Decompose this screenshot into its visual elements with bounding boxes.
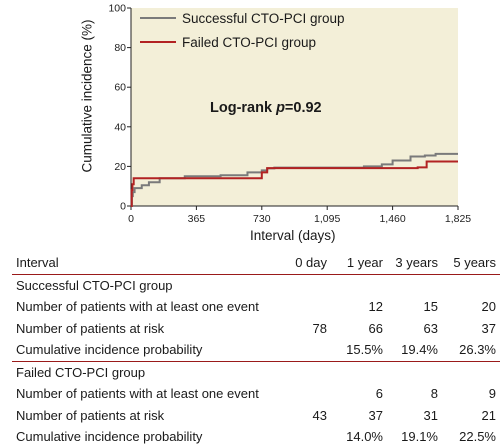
y-axis: 0 20 40 60 80 100 — [108, 3, 132, 213]
group-title-row: Failed CTO-PCI group — [12, 360, 500, 383]
legend-label-failed: Failed CTO-PCI group — [182, 35, 316, 50]
group-title: Failed CTO-PCI group — [12, 360, 500, 383]
cell-value: 31 — [423, 407, 438, 423]
log-rank-value: =0.92 — [285, 100, 322, 116]
cell-value: 5 years — [442, 252, 500, 275]
cell-value: 37 — [481, 320, 496, 336]
cell-value: 26.3% — [459, 342, 496, 357]
x-tick-label: 1,825 — [445, 213, 471, 225]
cell-value: 78 — [312, 320, 327, 336]
row-label: Number of patients with at least one eve… — [16, 386, 259, 401]
log-rank-annotation: Log-rank p=0.92 — [210, 100, 322, 116]
legend: Successful CTO-PCI group Failed CTO-PCI … — [140, 11, 345, 50]
cell-value: 15.5% — [346, 342, 383, 357]
table-row: Cumulative incidence probability 15.5% 19.… — [12, 339, 500, 361]
risk-table: Interval 0 day 1 year 3 years 5 years Success… — [12, 252, 500, 448]
series-line-failed — [130, 160, 458, 207]
cell-value: 14.0% — [346, 429, 383, 444]
y-axis-title: Cumulative incidence (%) — [79, 19, 95, 173]
cell-value: 19.1% — [401, 429, 438, 444]
cell-value — [274, 339, 331, 361]
x-axis: 0 365 730 1,095 1,460 1,825 — [128, 205, 471, 225]
cell-value: 20 — [481, 299, 496, 314]
cell-value: 12 — [368, 299, 383, 314]
cell-value: 9 — [488, 386, 496, 401]
cell-value: 3 years — [387, 252, 442, 275]
cell-value: 21 — [481, 407, 496, 423]
cell-value — [274, 296, 331, 318]
row-label: Number of patients with at least one eve… — [16, 299, 259, 314]
cell-value: 19.4% — [401, 342, 438, 357]
x-tick-label: 0 — [128, 213, 134, 225]
y-tick-label: 60 — [114, 82, 126, 94]
row-label: Cumulative incidence probability — [16, 429, 203, 444]
row-label: Interval — [12, 252, 274, 275]
table-row: Number of patients at risk 43 37 31 21 — [12, 405, 500, 427]
table-row: Number of patients with at least one eve… — [12, 383, 500, 405]
legend-label-successful: Successful CTO-PCI group — [182, 11, 345, 26]
cell-value: 15 — [423, 299, 438, 314]
group-title: Successful CTO-PCI group — [16, 277, 173, 293]
table-row: Number of patients with at least one eve… — [12, 296, 500, 318]
y-tick-label: 20 — [114, 161, 126, 173]
y-tick-label: 0 — [120, 201, 126, 213]
cell-value: 66 — [368, 320, 383, 336]
cell-value — [274, 383, 331, 405]
series-lines — [130, 152, 458, 207]
cell-value: 37 — [368, 407, 383, 423]
y-tick-label: 80 — [114, 42, 126, 54]
plot-area — [131, 8, 458, 206]
y-tick-label: 100 — [108, 3, 126, 15]
cell-value: 6 — [375, 386, 383, 401]
y-tick-label: 40 — [114, 121, 126, 133]
cell-value: 1 year — [331, 252, 387, 275]
table-header: Interval 0 day 1 year 3 years 5 years — [12, 252, 500, 275]
row-label: Number of patients at risk — [16, 320, 165, 336]
risk-table-body: Interval 0 day 1 year 3 years 5 years Success… — [12, 252, 500, 448]
x-tick-label: 1,460 — [379, 213, 405, 225]
cell-value: 8 — [430, 386, 438, 401]
x-tick-label: 365 — [188, 213, 206, 225]
x-tick-label: 730 — [253, 213, 271, 225]
table-row: Cumulative incidence probability 14.0% 19.… — [12, 426, 500, 448]
x-tick-label: 1,095 — [314, 213, 340, 225]
cell-value: 63 — [423, 320, 438, 336]
km-plot: 0 20 40 60 80 100 0 365 730 1,095 1,460 1,825 Succ… — [108, 3, 471, 226]
log-rank-p: p — [275, 100, 285, 116]
x-axis-title: Interval (days) — [250, 228, 336, 243]
cell-value — [274, 426, 331, 448]
cell-value: 22.5% — [459, 429, 496, 444]
group-title-row: Successful CTO-PCI group — [12, 274, 500, 296]
cell-value: 43 — [312, 407, 327, 423]
log-rank-prefix: Log-rank — [210, 100, 276, 116]
table-row: Number of patients at risk 78 66 63 37 — [12, 318, 500, 340]
row-label: Number of patients at risk — [16, 407, 165, 423]
cell-value: 0 day — [274, 252, 331, 275]
row-label: Cumulative incidence probability — [16, 342, 203, 357]
